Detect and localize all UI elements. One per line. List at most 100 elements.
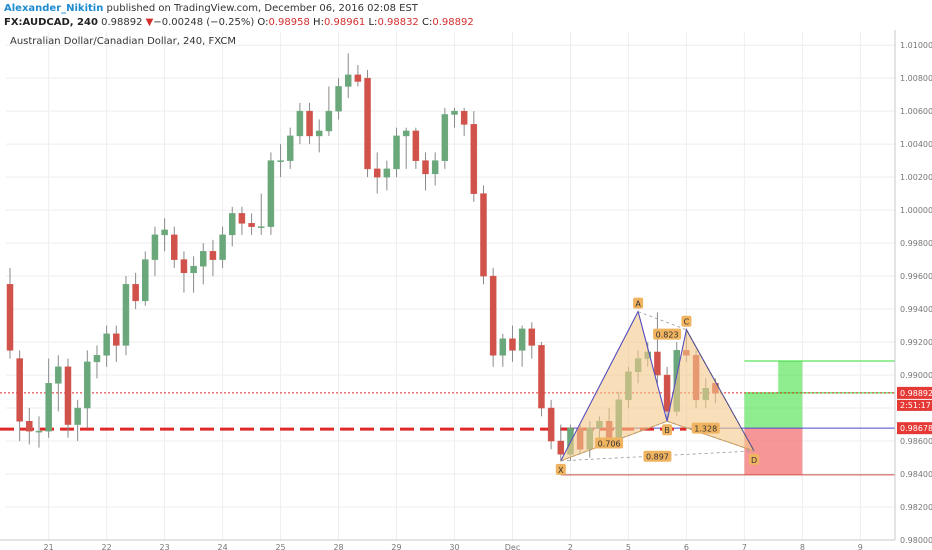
ratio-line-cd — [686, 329, 755, 452]
countdown-label: 2:51:17 — [900, 401, 931, 410]
ratio-label: 0.823 — [656, 331, 679, 340]
x-tick-label: 2 — [568, 543, 573, 550]
candle-body — [393, 135, 400, 170]
candle-body — [267, 160, 275, 227]
candle-body — [113, 333, 120, 346]
x-tick-label: 25 — [275, 543, 285, 550]
high-label: H: — [313, 17, 324, 28]
published-text: published on TradingView.com, December 0… — [106, 3, 418, 14]
candle-body — [335, 86, 342, 112]
last-price: 0.98892 — [101, 17, 143, 28]
candle-body — [470, 124, 478, 194]
candle-body — [171, 234, 178, 260]
point-badge — [749, 453, 760, 465]
countdown-badge — [897, 399, 932, 411]
ratio-badge — [691, 422, 720, 434]
author-link[interactable]: Alexander_Nikitin — [4, 3, 104, 14]
point-label: C — [684, 318, 690, 327]
x-tick-label: 28 — [333, 543, 343, 550]
ratio-label: 0.897 — [646, 453, 669, 462]
high-value: 0.98961 — [323, 17, 366, 28]
point-label: A — [635, 300, 641, 309]
candle-body — [229, 213, 236, 236]
candle-body — [84, 361, 91, 409]
candle-body — [325, 110, 333, 132]
candle-body — [538, 345, 545, 409]
candle-body — [142, 259, 149, 302]
candle-body — [132, 284, 139, 302]
ratio-line-ac — [637, 311, 687, 331]
point-label: D — [751, 456, 757, 465]
stop-zone — [744, 428, 803, 475]
y-tick-label: 0.99600 — [900, 272, 932, 281]
candle-body — [441, 114, 449, 161]
x-tick-label: 29 — [391, 543, 401, 550]
point-badge — [681, 315, 692, 327]
candle-body — [190, 265, 197, 274]
low-value: 0.98832 — [377, 17, 419, 28]
ratio-badge — [643, 450, 672, 462]
candle-body — [528, 328, 536, 346]
candle-body — [16, 358, 23, 422]
down-arrow-icon: ▼ — [145, 17, 154, 28]
y-tick-label: 1.00800 — [900, 74, 932, 83]
point-badge — [633, 297, 644, 309]
candle-body — [64, 366, 72, 425]
candle-body — [180, 259, 188, 274]
point-label: B — [664, 426, 670, 435]
candle-body — [480, 193, 487, 277]
candle-body — [238, 213, 246, 224]
candle-body — [412, 130, 420, 161]
x-tick-label: 5 — [626, 543, 631, 550]
open-value: 0.98958 — [268, 17, 310, 28]
ratio-label: 0.706 — [598, 440, 621, 449]
y-tick-label: 0.98600 — [900, 437, 932, 446]
x-tick-label: 7 — [742, 543, 747, 550]
candle-body — [248, 223, 255, 227]
candle-body — [383, 168, 391, 178]
x-tick-label: 30 — [449, 543, 459, 550]
candle-body — [286, 135, 294, 161]
y-tick-label: 0.98400 — [900, 470, 932, 479]
y-tick-label: 1.00000 — [900, 206, 932, 215]
close-value: 0.98892 — [432, 17, 474, 28]
x-tick-label: 6 — [684, 543, 689, 550]
x-tick-label: 21 — [44, 543, 54, 550]
point-label: X — [558, 466, 564, 475]
candle-body — [306, 110, 313, 137]
x-tick-label: 24 — [217, 543, 227, 550]
harmonic-pattern: X A B C D 0.823 0.706 1.328 0.897 — [555, 297, 760, 475]
x-tick-label: 23 — [160, 543, 170, 550]
y-tick-label: 1.00200 — [900, 173, 932, 182]
open-label: O: — [257, 17, 269, 28]
y-tick-label: 0.99800 — [900, 239, 932, 248]
candle-body — [451, 110, 458, 115]
candle-body — [557, 440, 565, 455]
y-tick-label: 0.99200 — [900, 338, 932, 347]
candle-body — [26, 420, 33, 432]
symbol-label: FX:AUDCAD, 240 — [4, 17, 98, 28]
price-chart[interactable]: X A B C D 0.823 0.706 1.328 0.897 1.01000 1.00800… — [0, 30, 932, 550]
candle-body — [364, 77, 371, 170]
candle-body — [373, 168, 381, 178]
target-zone-upper — [778, 361, 803, 393]
x-tick-label: Dec — [505, 543, 520, 550]
price-change: −0.00248 (−0.25%) — [153, 17, 255, 28]
x-tick-label: 9 — [858, 543, 863, 550]
candle-body — [509, 338, 516, 351]
ratio-badge — [653, 328, 682, 340]
candle-body — [460, 110, 468, 125]
candle-body — [663, 374, 671, 412]
y-tick-label: 1.00600 — [900, 107, 932, 116]
close-label: C: — [421, 17, 433, 28]
publish-line: Alexander_Nikitin published on TradingVi… — [4, 3, 418, 14]
level-badge — [897, 422, 932, 435]
candle-body — [151, 234, 159, 260]
low-label: L: — [368, 17, 378, 28]
ratio-badge — [595, 437, 624, 449]
candle-body — [344, 74, 352, 87]
y-tick-label: 1.00400 — [900, 140, 932, 149]
price-axis: 1.01000 1.00800 1.00600 1.00400 1.00200 1.000… — [894, 30, 932, 550]
ratio-label: 1.328 — [694, 425, 717, 434]
